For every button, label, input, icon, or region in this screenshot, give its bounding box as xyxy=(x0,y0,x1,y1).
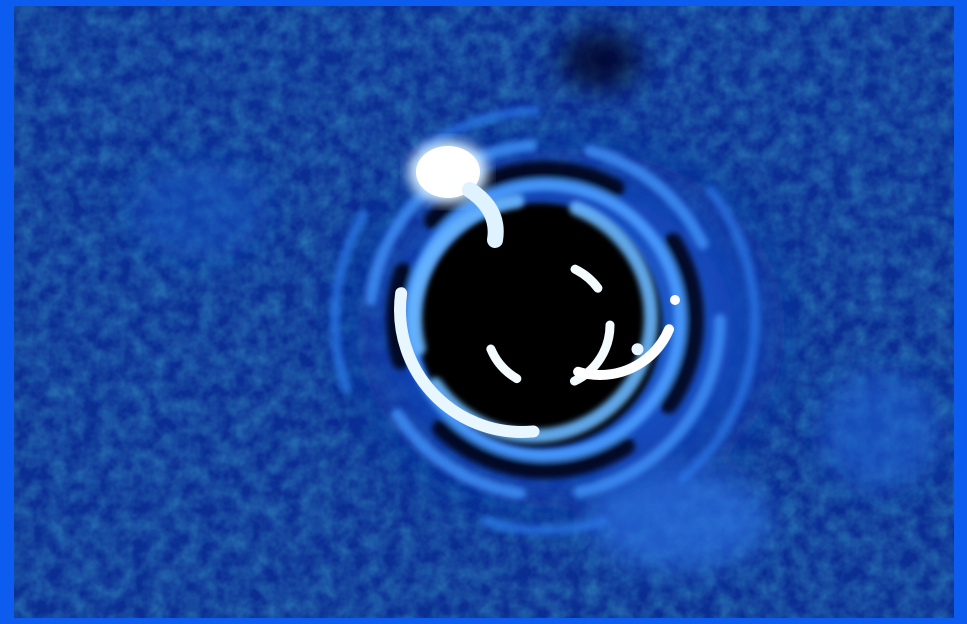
bright-source xyxy=(408,140,504,248)
inner-rings xyxy=(394,182,680,443)
coronagraph-mask xyxy=(418,203,662,447)
